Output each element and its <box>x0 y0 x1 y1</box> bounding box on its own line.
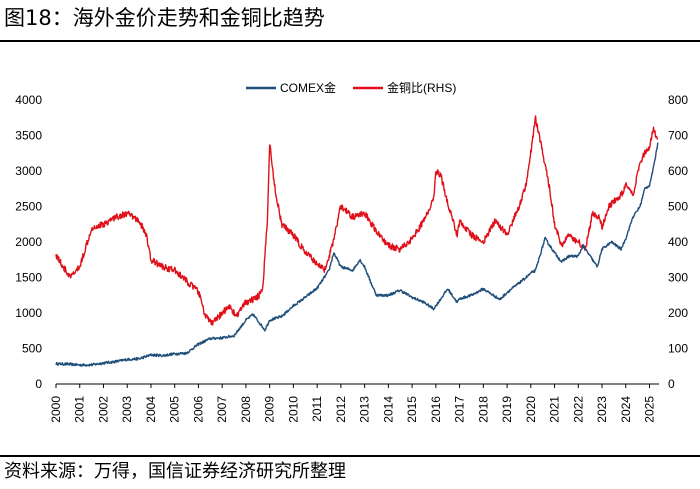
x-tick-label: 2019 <box>500 396 514 423</box>
x-tick-label: 2012 <box>334 396 348 423</box>
y-right-tick-label: 400 <box>668 235 688 249</box>
x-tick-label: 2005 <box>168 396 182 423</box>
y-left-tick-label: 1000 <box>15 306 42 320</box>
x-tick-label: 2024 <box>619 396 633 423</box>
x-tick-label: 2009 <box>263 396 277 423</box>
chart-axes: 0500100015002000250030003500400001002003… <box>15 93 688 423</box>
y-left-tick-label: 2500 <box>15 200 42 214</box>
y-left-tick-label: 0 <box>35 377 42 391</box>
title-rule <box>0 40 700 42</box>
x-tick-label: 2021 <box>548 396 562 423</box>
legend-label-ratio: 金铜比(RHS) <box>387 80 456 95</box>
x-tick-label: 2001 <box>73 396 87 423</box>
source-note: 资料来源：万得，国信证券经济研究所整理 <box>4 461 346 482</box>
y-right-tick-label: 500 <box>668 200 688 214</box>
y-left-tick-label: 1500 <box>15 271 42 285</box>
x-tick-label: 2022 <box>571 396 585 423</box>
source-rule <box>0 455 700 457</box>
y-right-tick-label: 300 <box>668 271 688 285</box>
x-tick-label: 2004 <box>144 396 158 423</box>
x-tick-label: 2002 <box>96 396 110 423</box>
x-tick-label: 2010 <box>286 396 300 423</box>
chart-series <box>55 115 659 367</box>
y-right-tick-label: 600 <box>668 164 688 178</box>
y-right-tick-label: 700 <box>668 129 688 143</box>
x-tick-label: 2020 <box>524 396 538 423</box>
x-tick-label: 2015 <box>405 396 419 423</box>
y-right-tick-label: 200 <box>668 306 688 320</box>
y-left-tick-label: 4000 <box>15 93 42 107</box>
figure-title: 图18：海外金价走势和金铜比趋势 <box>4 6 325 30</box>
x-tick-label: 2023 <box>595 396 609 423</box>
x-tick-label: 2016 <box>429 396 443 423</box>
y-right-tick-label: 800 <box>668 93 688 107</box>
y-right-tick-label: 100 <box>668 342 688 356</box>
gold-chart: COMEX金 金铜比(RHS) 050010001500200025003000… <box>15 80 688 423</box>
x-tick-label: 2018 <box>476 396 490 423</box>
x-tick-label: 2025 <box>643 396 657 423</box>
x-tick-label: 2011 <box>310 396 324 422</box>
chart-legend: COMEX金 金铜比(RHS) <box>246 80 456 95</box>
y-left-tick-label: 500 <box>22 342 42 356</box>
x-tick-label: 2014 <box>381 396 395 423</box>
x-tick-label: 2000 <box>49 396 63 423</box>
y-left-tick-label: 3500 <box>15 129 42 143</box>
x-tick-label: 2007 <box>215 396 229 423</box>
y-left-tick-label: 2000 <box>15 235 42 249</box>
series-line-ratio <box>55 115 658 326</box>
x-tick-label: 2006 <box>191 396 205 423</box>
series-line-gold <box>55 142 659 367</box>
x-tick-label: 2013 <box>358 396 372 423</box>
legend-label-gold: COMEX金 <box>280 80 336 95</box>
x-tick-label: 2003 <box>120 396 134 423</box>
y-left-tick-label: 3000 <box>15 164 42 178</box>
y-right-tick-label: 0 <box>668 377 675 391</box>
x-tick-label: 2008 <box>239 396 253 423</box>
x-tick-label: 2017 <box>453 396 467 423</box>
